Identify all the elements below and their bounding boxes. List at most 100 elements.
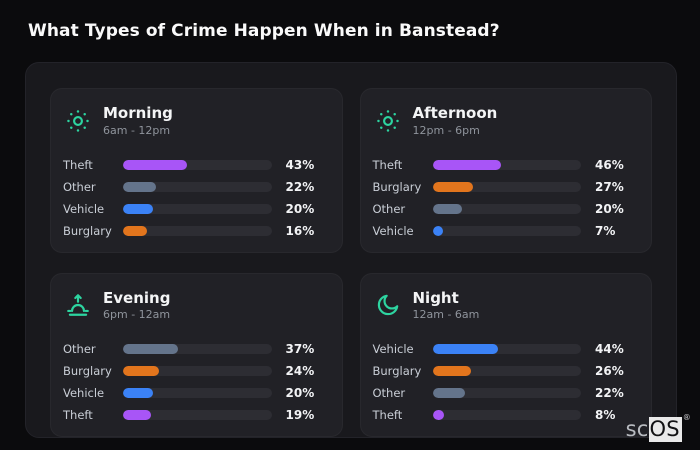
bar-track <box>123 388 272 398</box>
bar-track <box>432 159 581 170</box>
logo-prefix: sc <box>625 416 649 441</box>
bar-row: Burglary 26% <box>373 360 630 382</box>
bar-row: Theft 8% <box>373 404 630 426</box>
bar-fill <box>123 203 153 214</box>
bar-row: Burglary 27% <box>373 176 630 198</box>
bar-row: Other 22% <box>373 382 630 404</box>
bar-row: Other 20% <box>373 198 630 220</box>
logo-suffix: OS <box>648 416 682 442</box>
bar-value: 27% <box>595 179 624 194</box>
registered-trademark-symbol: ® <box>682 412 691 422</box>
bar-track <box>432 225 581 236</box>
afternoon-card-header: Afternoon 12pm - 6pm <box>375 105 630 137</box>
bar-row: Theft 19% <box>63 404 320 426</box>
bar-value: 7% <box>595 223 616 238</box>
moon-icon <box>375 292 401 318</box>
bar-category-label: Other <box>372 386 406 400</box>
bar-track <box>123 203 272 214</box>
bar-category-label: Theft <box>63 157 93 172</box>
bar-track <box>432 181 581 192</box>
bar-track <box>432 203 581 214</box>
bar-track <box>123 366 272 376</box>
night-card-header: Night 12am - 6am <box>375 288 630 321</box>
sunset-icon <box>65 292 91 318</box>
bar-category-label: Burglary <box>372 364 422 378</box>
bar-value: 19% <box>285 408 315 422</box>
bar-fill <box>123 366 159 376</box>
bar-value: 22% <box>285 179 315 194</box>
bar-fill <box>123 344 178 354</box>
bar-chart: Vehicle 44% Burglary 26% Other 22% Theft… <box>373 338 630 426</box>
card-title: Afternoon <box>412 104 498 122</box>
bar-row: Theft 43% <box>63 154 320 176</box>
bar-fill <box>123 225 147 236</box>
bar-category-label: Theft <box>63 408 93 422</box>
bar-value: 43% <box>285 157 315 172</box>
bar-value: 16% <box>285 223 315 238</box>
bar-category-label: Other <box>63 179 96 194</box>
bar-value: 37% <box>285 342 315 356</box>
scos-logo: scOS ® <box>625 412 691 442</box>
bar-value: 22% <box>595 386 624 400</box>
bar-category-label: Theft <box>372 408 403 422</box>
bar-row: Vehicle 20% <box>63 382 320 404</box>
bar-track <box>123 159 272 170</box>
bar-track <box>432 344 581 354</box>
bar-category-label: Vehicle <box>372 342 414 356</box>
card-time-range: 6am - 12pm <box>103 123 171 137</box>
bar-chart: Theft 43% Other 22% Vehicle 20% Burglary… <box>63 154 320 242</box>
card-time-range: 6pm - 12am <box>103 308 171 321</box>
bar-track <box>123 410 272 420</box>
bar-category-label: Vehicle <box>372 223 414 238</box>
bar-fill <box>432 388 466 398</box>
morning-card-header: Morning 6am - 12pm <box>65 105 320 137</box>
bar-track <box>432 410 581 420</box>
bar-value: 24% <box>285 364 315 378</box>
card-title: Night <box>412 288 459 307</box>
bar-category-label: Burglary <box>372 179 422 194</box>
bar-row: Burglary 24% <box>63 360 320 382</box>
evening-card-header: Evening 6pm - 12am <box>65 288 320 321</box>
bar-row: Burglary 16% <box>63 220 320 242</box>
card-title: Morning <box>103 104 173 122</box>
crime-time-panel: Morning 6am - 12pm Theft 43% Other 22% V… <box>25 62 677 438</box>
bar-value: 20% <box>285 386 315 400</box>
bar-category-label: Vehicle <box>63 386 105 400</box>
bar-value: 46% <box>595 157 624 172</box>
bar-category-label: Burglary <box>63 223 112 238</box>
bar-row: Other 37% <box>63 338 320 360</box>
bar-fill <box>432 181 473 192</box>
bar-fill <box>432 344 498 354</box>
card-title: Evening <box>103 288 171 307</box>
bar-category-label: Other <box>372 201 406 216</box>
bar-fill <box>123 410 152 420</box>
bar-fill <box>432 410 445 420</box>
bar-chart: Theft 46% Burglary 27% Other 20% Vehicle… <box>373 154 630 242</box>
bar-row: Vehicle 20% <box>63 198 320 220</box>
bar-chart: Other 37% Burglary 24% Vehicle 20% Theft… <box>63 338 320 426</box>
bar-value: 20% <box>285 201 315 216</box>
bar-track <box>123 225 272 236</box>
bar-fill <box>123 181 156 192</box>
night-card: Night 12am - 6am Vehicle 44% Burglary 26… <box>359 272 652 437</box>
bar-fill <box>432 225 443 236</box>
bar-fill <box>123 159 187 170</box>
bar-row: Vehicle 7% <box>373 220 630 242</box>
bar-value: 8% <box>595 408 616 422</box>
card-time-range: 12am - 6am <box>412 308 480 321</box>
bar-category-label: Theft <box>372 157 403 172</box>
bar-fill <box>432 159 501 170</box>
bar-track <box>123 181 272 192</box>
bar-row: Theft 46% <box>373 154 630 176</box>
bar-category-label: Vehicle <box>63 201 105 216</box>
bar-fill <box>432 203 463 214</box>
bar-fill <box>432 366 472 376</box>
bar-value: 20% <box>595 201 624 216</box>
card-time-range: 12pm - 6pm <box>412 123 480 137</box>
bar-fill <box>123 388 153 398</box>
bar-value: 26% <box>595 364 624 378</box>
bar-category-label: Other <box>63 342 96 356</box>
sun-icon <box>65 108 91 134</box>
morning-card: Morning 6am - 12pm Theft 43% Other 22% V… <box>50 88 343 253</box>
bar-track <box>123 344 272 354</box>
